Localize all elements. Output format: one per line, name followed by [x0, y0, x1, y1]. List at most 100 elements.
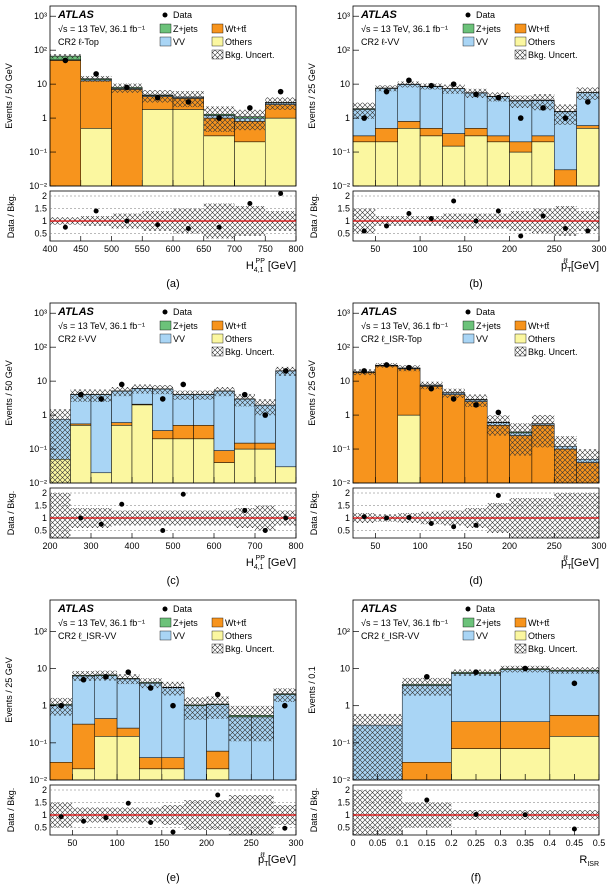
stack-bar [112, 423, 133, 426]
legend-swatch [515, 321, 526, 330]
stack-bar [532, 136, 554, 142]
legend-label: Others [225, 631, 253, 641]
x-tick-label: 0.5 [593, 838, 606, 848]
y-tick-label: 10⁻² [29, 181, 47, 191]
y-axis-label: Events / 25 GeV [4, 657, 14, 723]
ratio-tick-label: 1.5 [34, 501, 47, 511]
legend-label: VV [476, 631, 488, 641]
legend-swatch [515, 618, 526, 627]
data-point [563, 115, 569, 121]
data-point [262, 412, 268, 418]
y-tick-label: 1 [345, 701, 350, 711]
legend-label: Z+jets [476, 321, 501, 331]
legend-swatch [212, 50, 223, 59]
legend-label: Data [173, 10, 192, 20]
y-tick-label: 10 [37, 664, 47, 674]
legend-label: Data [173, 307, 192, 317]
ratio-tick-label: 2 [42, 488, 47, 498]
legend-swatch [160, 37, 171, 46]
y-tick-label: 10² [34, 626, 47, 636]
stack-bar [95, 736, 117, 780]
stack-bar [117, 736, 139, 780]
stack-bar [214, 391, 235, 451]
y-tick-label: 10⁻¹ [29, 444, 47, 454]
y-tick-label: 10² [34, 45, 47, 55]
y-tick-label: 10² [337, 626, 350, 636]
x-label-base: H [246, 557, 254, 569]
ratio-tick-label: 1 [42, 216, 47, 226]
legend-swatch [212, 37, 223, 46]
x-axis-label: H4,1PP[GeV] [246, 258, 296, 274]
stack-bar [420, 87, 442, 129]
ratio-point [429, 216, 434, 221]
x-label-sup: ℓℓ [562, 258, 568, 265]
stack-bar [532, 142, 554, 186]
region-label: CR2 ℓ-VV [58, 334, 96, 344]
legend-label: Wt+tt̄ [225, 24, 247, 34]
x-tick-label: 500 [165, 541, 180, 551]
ratio-point [59, 814, 64, 819]
data-point [278, 89, 284, 95]
uncertainty-band [353, 714, 402, 780]
region-label: CR2 ℓ_ISR-Top [361, 334, 422, 344]
legend-label: Bkg. Uncert. [528, 644, 578, 654]
data-point [428, 386, 434, 392]
ratio-tick-label: 1 [42, 810, 47, 820]
stack-bar [162, 769, 184, 780]
data-point [215, 692, 221, 698]
uncertainty-band [112, 387, 133, 396]
x-axis-label: pTℓℓ[GeV] [561, 555, 599, 571]
uncertainty-band [184, 697, 206, 719]
y-axis-label: Events / 50 GeV [4, 360, 14, 426]
legend-label: Others [528, 37, 556, 47]
legend-label: Wt+tt̄ [528, 618, 550, 628]
stack-bar [255, 449, 276, 483]
stack-bar [510, 152, 532, 186]
legend-swatch [160, 631, 171, 640]
legend-label: VV [476, 37, 488, 47]
ratio-point [496, 493, 501, 498]
data-point [406, 77, 412, 83]
ratio-axis-label: Data / Bkg. [309, 491, 319, 536]
stack-bar [173, 439, 194, 483]
experiment-label: ATLAS [57, 306, 95, 318]
ratio-point [119, 502, 124, 507]
ratio-tick-label: 1 [345, 216, 350, 226]
y-tick-label: 10² [337, 342, 350, 352]
uncertainty-band [207, 696, 229, 718]
ratio-point [171, 830, 176, 835]
x-tick-label: 50 [370, 541, 380, 551]
stack-bar [353, 142, 375, 186]
stack-bar [398, 369, 420, 415]
ratio-point [541, 214, 546, 219]
stack-bar [577, 128, 599, 186]
y-axis-label: Events / 50 GeV [4, 63, 14, 129]
ratio-point [451, 199, 456, 204]
stack-bar [71, 425, 92, 483]
legend-swatch [463, 321, 474, 330]
legend-swatch [515, 50, 526, 59]
x-tick-label: 550 [135, 244, 150, 254]
x-tick-label: 0.1 [396, 838, 409, 848]
data-point [473, 92, 479, 98]
ratio-uncertainty-band [554, 493, 576, 538]
stack-bar [204, 136, 235, 186]
legend-swatch [463, 618, 474, 627]
data-point [242, 392, 248, 398]
stack-bar [117, 728, 139, 736]
y-tick-label: 10⁻¹ [332, 738, 350, 748]
legend-label: Wt+tt̄ [225, 321, 247, 331]
legend-marker [466, 310, 471, 315]
uncertainty-band [577, 87, 599, 99]
x-axis-label: RISR [579, 854, 599, 868]
legend-label: Data [476, 604, 495, 614]
data-point [81, 677, 87, 683]
legend-marker [466, 607, 471, 612]
energy-label: √s = 13 TeV, 36.1 fb⁻¹ [361, 618, 448, 628]
stack-bar [375, 128, 397, 142]
legend-label: Bkg. Uncert. [225, 347, 275, 357]
ratio-uncertainty-band [50, 493, 71, 538]
ratio-point [406, 211, 411, 216]
legend-label: Others [225, 334, 253, 344]
x-tick-label: 100 [413, 541, 428, 551]
